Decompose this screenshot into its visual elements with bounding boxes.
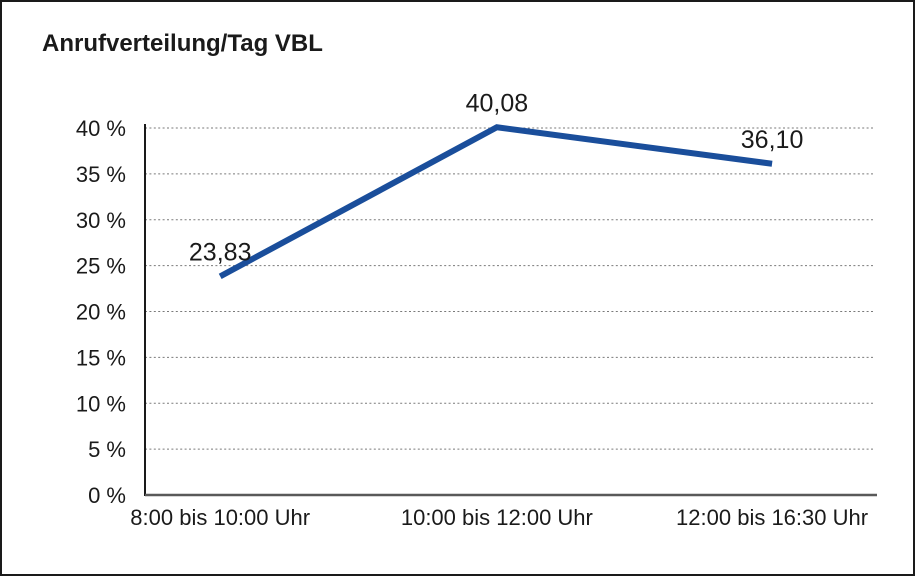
y-tick-label: 5 % (88, 437, 126, 462)
point-label: 40,08 (466, 89, 529, 117)
chart-title: Anrufverteilung/Tag VBL (42, 30, 323, 57)
y-tick-label: 25 % (76, 254, 126, 279)
y-tick-label: 35 % (76, 162, 126, 187)
series-line (218, 124, 773, 280)
y-tick-label: 40 % (76, 116, 126, 141)
y-tick-label: 30 % (76, 208, 126, 233)
x-category-label: 12:00 bis 16:30 Uhr (676, 505, 868, 530)
y-tick-label: 15 % (76, 345, 126, 370)
point-label: 36,10 (741, 126, 804, 154)
y-tick-label: 20 % (76, 300, 126, 325)
x-category-label: 10:00 bis 12:00 Uhr (401, 505, 593, 530)
y-tick-label: 0 % (88, 483, 126, 508)
y-tick-label: 10 % (76, 391, 126, 416)
x-category-label: 8:00 bis 10:00 Uhr (130, 505, 310, 530)
point-label: 23,83 (189, 238, 252, 266)
